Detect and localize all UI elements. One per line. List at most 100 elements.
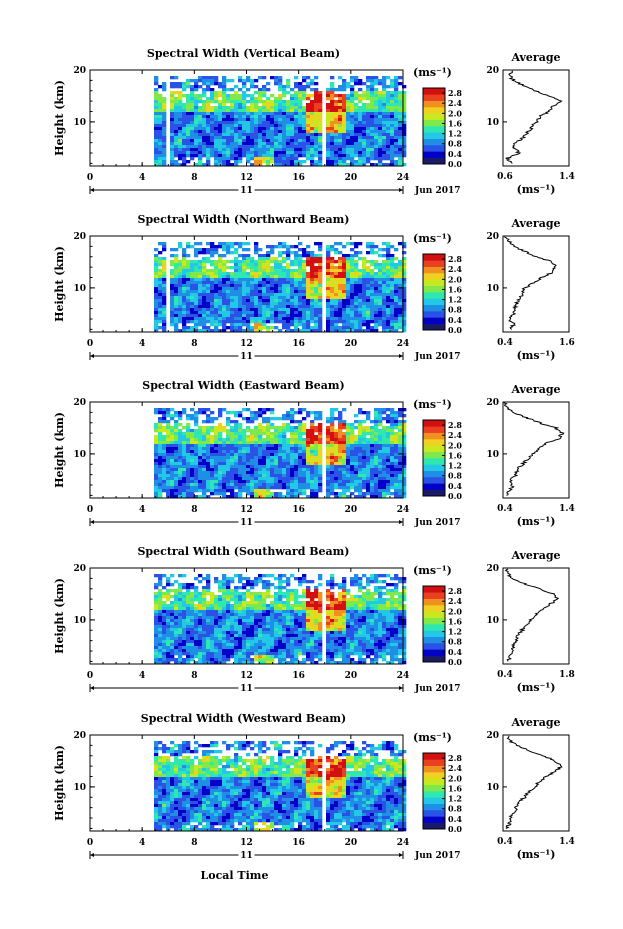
- average-profile-line: [504, 568, 560, 662]
- x-tick-label: 12: [240, 173, 253, 183]
- x-tick-label: 4: [139, 505, 145, 515]
- colorbar-tick-label: 1.2: [448, 129, 462, 139]
- x-tick-label: 0: [87, 671, 93, 681]
- colorbar-tick-label: 1.6: [448, 450, 462, 460]
- panel-title: Spectral Width (Eastward Beam): [142, 379, 344, 392]
- x-tick-label: 0: [87, 505, 93, 515]
- colorbar-tick-label: 2.4: [448, 596, 462, 606]
- average-y-tick-label: 10: [486, 450, 499, 460]
- x-tick-label: 0: [87, 838, 93, 848]
- average-x-tick-label: 0.4: [497, 670, 513, 680]
- date-day-label: 11: [240, 851, 253, 861]
- colorbar-tick-label: 2.0: [448, 108, 462, 118]
- average-unit: (ms⁻¹): [517, 515, 556, 528]
- x-tick-label: 8: [191, 505, 197, 515]
- average-profile-line: [503, 402, 565, 496]
- colorbar-tick-label: 1.2: [448, 627, 462, 637]
- average-y-tick-label: 10: [486, 783, 499, 793]
- x-tick-label: 24: [397, 505, 410, 515]
- y-tick-label: 10: [73, 616, 86, 626]
- date-day-label: 11: [240, 684, 253, 694]
- colorbar-unit: (ms⁻¹): [413, 66, 452, 79]
- x-tick-label: 20: [345, 505, 358, 515]
- x-tick-label: 8: [191, 671, 197, 681]
- x-tick-label: 24: [397, 339, 410, 349]
- average-y-tick-label: 10: [486, 284, 499, 294]
- x-tick-label: 16: [292, 671, 305, 681]
- date-label: Jun 2017: [414, 684, 461, 694]
- y-tick-label: 20: [73, 564, 86, 574]
- panel-5: Spectral Width (Westward Beam) 0 4 8 12 16 20 2…: [53, 712, 575, 861]
- x-tick-label: 8: [191, 339, 197, 349]
- average-frame: [502, 235, 570, 333]
- average-frame: [502, 734, 570, 832]
- average-y-tick-label: 20: [486, 232, 499, 242]
- y-axis-label: Height (km): [53, 80, 66, 156]
- date-label: Jun 2017: [414, 352, 461, 362]
- colorbar-tick-label: 0.4: [448, 481, 462, 491]
- average-x-tick-label: 1.4: [559, 504, 575, 514]
- x-tick-label: 16: [292, 339, 305, 349]
- panel-title: Spectral Width (Westward Beam): [141, 712, 346, 725]
- average-panel: Average 10 20 0.4 1.6(ms⁻¹): [486, 217, 574, 362]
- average-profile-line: [504, 236, 557, 330]
- x-tick-label: 16: [292, 505, 305, 515]
- colorbar-tick-label: 1.2: [448, 794, 462, 804]
- colorbar-tick-label: 0.8: [448, 139, 462, 149]
- panel-1: Spectral Width (Vertical Beam) 0 4 8 12 16 20 2…: [53, 47, 575, 196]
- colorbar: 2.82.42.01.61.20.80.40.0: [422, 585, 462, 667]
- date-label: Jun 2017: [414, 851, 461, 861]
- x-tick-label: 24: [397, 671, 410, 681]
- x-tick-label: 4: [139, 173, 145, 183]
- colorbar-tick-label: 0.4: [448, 814, 462, 824]
- colorbar-tick-label: 2.8: [448, 88, 462, 98]
- x-tick-label: 0: [87, 339, 93, 349]
- x-tick-label: 4: [139, 671, 145, 681]
- date-day-label: 11: [240, 518, 253, 528]
- heatmap-cells: [154, 408, 407, 499]
- average-x-tick-label: 0.4: [497, 837, 513, 847]
- colorbar-tick-label: 1.6: [448, 284, 462, 294]
- y-tick-label: 10: [73, 450, 86, 460]
- y-tick-label: 20: [73, 66, 86, 76]
- x-tick-label: 0: [87, 173, 93, 183]
- average-x-tick-label: 0.4: [497, 504, 513, 514]
- x-tick-label: 16: [292, 838, 305, 848]
- panel-3: Spectral Width (Eastward Beam) 0 4 8 12 16 20 2…: [53, 379, 575, 528]
- y-tick-label: 20: [73, 398, 86, 408]
- colorbar-tick-label: 0.4: [448, 315, 462, 325]
- average-title: Average: [510, 51, 560, 64]
- colorbar-tick-label: 0.0: [448, 824, 462, 834]
- x-tick-label: 12: [240, 671, 253, 681]
- average-panel: Average 10 20 0.4 1.4(ms⁻¹): [486, 383, 574, 528]
- colorbar-tick-label: 2.0: [448, 606, 462, 616]
- average-x-tick-label: 1.4: [559, 837, 575, 847]
- x-tick-label: 20: [345, 339, 358, 349]
- x-tick-label: 4: [139, 339, 145, 349]
- x-tick-label: 8: [191, 173, 197, 183]
- colorbar-tick-label: 0.8: [448, 471, 462, 481]
- y-tick-label: 10: [73, 284, 86, 294]
- colorbar-tick-label: 0.4: [448, 149, 462, 159]
- colorbar-tick-label: 0.8: [448, 804, 462, 814]
- average-title: Average: [510, 716, 560, 729]
- x-tick-label: 12: [240, 505, 253, 515]
- colorbar-tick-label: 1.6: [448, 783, 462, 793]
- average-y-tick-label: 20: [486, 398, 499, 408]
- colorbar-tick-label: 2.4: [448, 264, 462, 274]
- average-x-tick-label: 0.4: [497, 338, 513, 348]
- colorbar-tick-label: 2.0: [448, 440, 462, 450]
- date-day-label: 11: [240, 352, 253, 362]
- average-title: Average: [510, 217, 560, 230]
- y-axis-label: Height (km): [53, 578, 66, 654]
- x-axis-label: Local Time: [201, 869, 269, 882]
- colorbar-tick-label: 2.8: [448, 586, 462, 596]
- average-y-tick-label: 20: [486, 731, 499, 741]
- date-day-label: 11: [240, 186, 253, 196]
- x-tick-label: 16: [292, 173, 305, 183]
- heatmap-cells: [154, 76, 407, 167]
- x-tick-label: 20: [345, 173, 358, 183]
- x-tick-label: 12: [240, 838, 253, 848]
- colorbar: 2.82.42.01.61.20.80.40.0: [422, 87, 462, 169]
